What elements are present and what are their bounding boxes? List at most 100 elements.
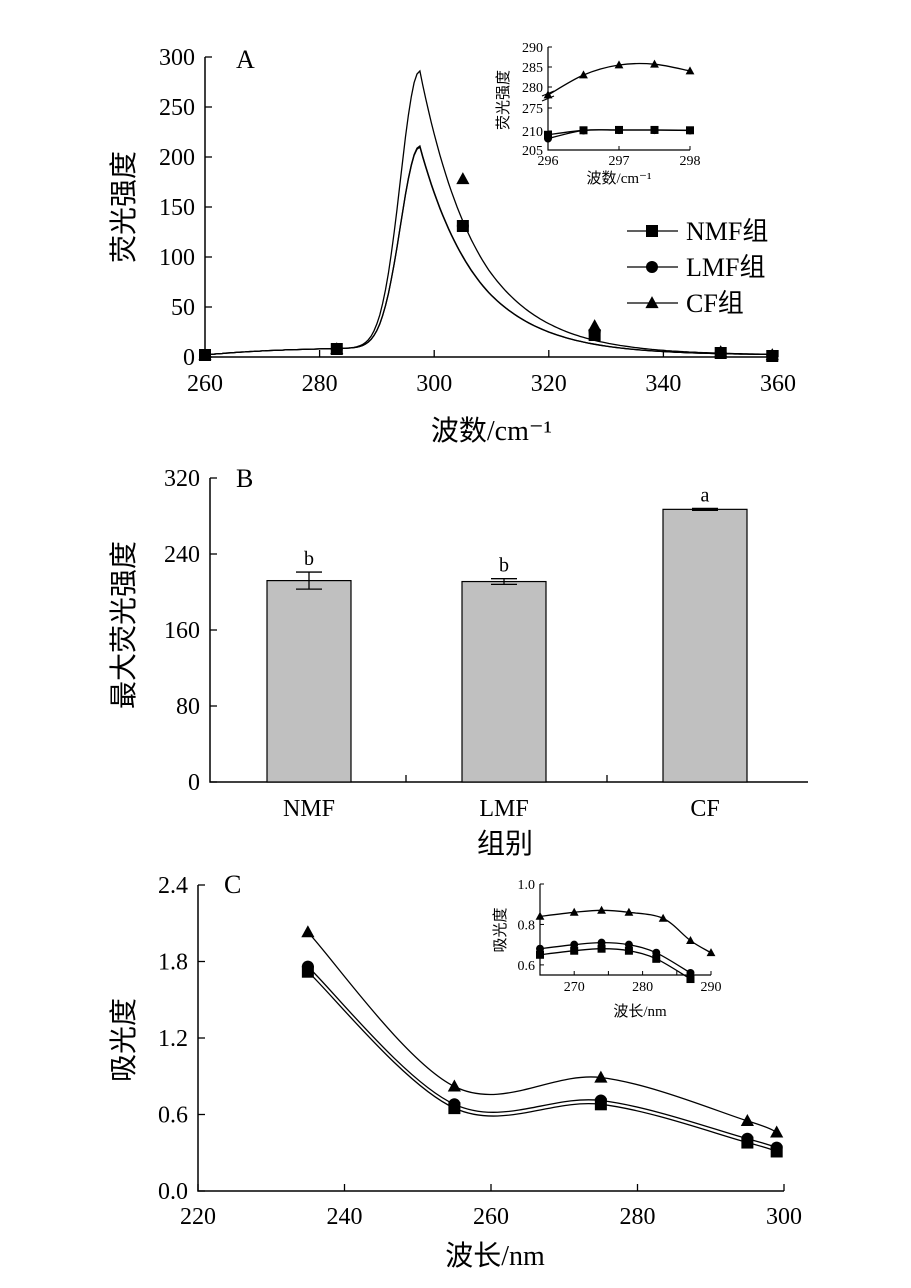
legend-marker <box>645 296 659 309</box>
y-tick-label: 0.0 <box>158 1179 188 1205</box>
inset-data-point <box>652 954 661 963</box>
data-point <box>594 1094 607 1107</box>
inset-data-point <box>536 944 544 953</box>
inset-data-point <box>706 948 716 957</box>
legend-label: LMF组 <box>686 253 765 282</box>
y-tick-label: 300 <box>159 45 195 71</box>
y-tick-label: 0 <box>188 770 200 796</box>
inset-data-point <box>686 126 694 135</box>
inset-data-point <box>579 70 588 79</box>
inset-y-tick-label: 280 <box>522 81 543 96</box>
x-tick-label: 240 <box>327 1204 363 1230</box>
inset-y-tick-label: 210 <box>522 125 543 140</box>
inset-data-point <box>615 126 623 135</box>
inset-x-tick-label: 280 <box>632 980 653 995</box>
panel-a: 0 50 100 150 200 250 300 260 280 300 320 340 360 A 波数/… <box>108 41 796 447</box>
inset-data-point <box>686 975 695 984</box>
y-tick-label: 2.4 <box>158 873 188 899</box>
y-tick-label: 0.6 <box>158 1103 188 1129</box>
inset-data-point <box>614 60 624 69</box>
series-line <box>204 144 778 356</box>
data-point <box>330 342 344 355</box>
y-tick-label: 1.8 <box>158 950 188 976</box>
data-point <box>740 1113 754 1126</box>
inset-data-point <box>686 968 695 977</box>
y-tick-label: 150 <box>159 195 195 221</box>
x-tick-label: 260 <box>187 371 223 397</box>
x-tick-label: 220 <box>180 1204 216 1230</box>
inset-data-point <box>579 126 588 135</box>
inset-data-point <box>570 940 579 949</box>
y-axis-title: 吸光度 <box>108 998 140 1082</box>
x-tick-label: 260 <box>473 1204 509 1230</box>
inset-data-point <box>597 944 606 953</box>
y-axis-title: 最大荧光强度 <box>108 541 140 709</box>
legend-label: NMF组 <box>686 217 768 246</box>
y-tick-label: 320 <box>164 466 200 492</box>
inset-data-point <box>686 936 695 945</box>
data-point <box>301 925 315 938</box>
y-tick-label: 80 <box>176 694 200 720</box>
y-tick-label: 100 <box>159 245 195 271</box>
data-point <box>447 1079 461 1092</box>
x-tick-label: 300 <box>766 1204 802 1230</box>
inset-y-tick-label: 1.0 <box>518 878 536 893</box>
inset-y-tick-label: 290 <box>522 41 543 56</box>
data-point <box>588 319 602 332</box>
inset-x-tick-label: 297 <box>609 154 630 169</box>
inset-y-tick-label: 0.8 <box>518 918 536 933</box>
data-point <box>301 960 314 973</box>
data-point <box>765 348 779 361</box>
inset-series-line <box>539 941 691 974</box>
inset-data-point <box>650 126 659 135</box>
inset-data-point <box>535 911 545 920</box>
inset-x-tick-label: 290 <box>701 980 722 995</box>
inset-data-point <box>658 913 668 922</box>
inset-axis-break <box>541 95 555 102</box>
data-point <box>594 1070 608 1083</box>
significance-label: b <box>304 548 314 570</box>
inset-data-point <box>543 90 553 99</box>
significance-label: a <box>701 484 710 506</box>
data-point <box>741 1132 754 1145</box>
series-line <box>307 931 777 1133</box>
x-tick-label: 340 <box>645 371 681 397</box>
inset-data-point <box>570 946 579 955</box>
inset-data-point <box>652 948 661 957</box>
inset-y-tick-label: 285 <box>522 61 543 76</box>
panel-label: A <box>236 45 255 74</box>
inset-x-tick-label: 270 <box>564 980 585 995</box>
inset-x-axis-title: 波数/cm⁻¹ <box>587 170 652 187</box>
legend-marker <box>646 225 658 237</box>
panel-b: 0 80 160 240 320 b NMF b LMF a CF B 组别 最大荧光强度 <box>108 464 808 860</box>
inset-data-point <box>597 938 606 947</box>
bar <box>461 580 547 783</box>
x-axis-title: 波长/nm <box>445 1240 545 1272</box>
x-tick-label: 320 <box>531 371 567 397</box>
significance-label: b <box>499 555 509 577</box>
inset: 280 285 290 205 210 275 296 297 298 波数/cm⁻¹ 荧光强度 <box>495 41 701 187</box>
y-tick-label: 0 <box>183 345 195 371</box>
legend-label: CF组 <box>686 289 744 318</box>
data-point <box>770 1141 783 1154</box>
inset-data-point <box>650 59 659 68</box>
x-tick-label: 360 <box>760 371 796 397</box>
inset-x-tick-label: 296 <box>538 154 559 169</box>
data-point <box>448 1098 461 1111</box>
inset-y-axis-title: 吸光度 <box>492 907 509 952</box>
y-tick-label: 250 <box>159 95 195 121</box>
inset-data-point <box>624 940 633 949</box>
x-axis-title: 波数/cm⁻¹ <box>431 415 552 447</box>
legend-marker <box>646 261 658 273</box>
y-axis-title: 荧光强度 <box>108 151 140 263</box>
y-tick-label: 50 <box>171 295 195 321</box>
inset: 0.6 0.8 1.0 270 280 290 波长/nm 吸光度 <box>492 878 722 1020</box>
inset-y-tick-label: 0.6 <box>518 959 536 974</box>
inset-axis-frame <box>539 884 711 976</box>
y-tick-label: 1.2 <box>158 1026 188 1052</box>
panel-label: B <box>236 464 253 493</box>
inset-x-tick-label: 298 <box>680 154 701 169</box>
data-point <box>456 172 470 185</box>
